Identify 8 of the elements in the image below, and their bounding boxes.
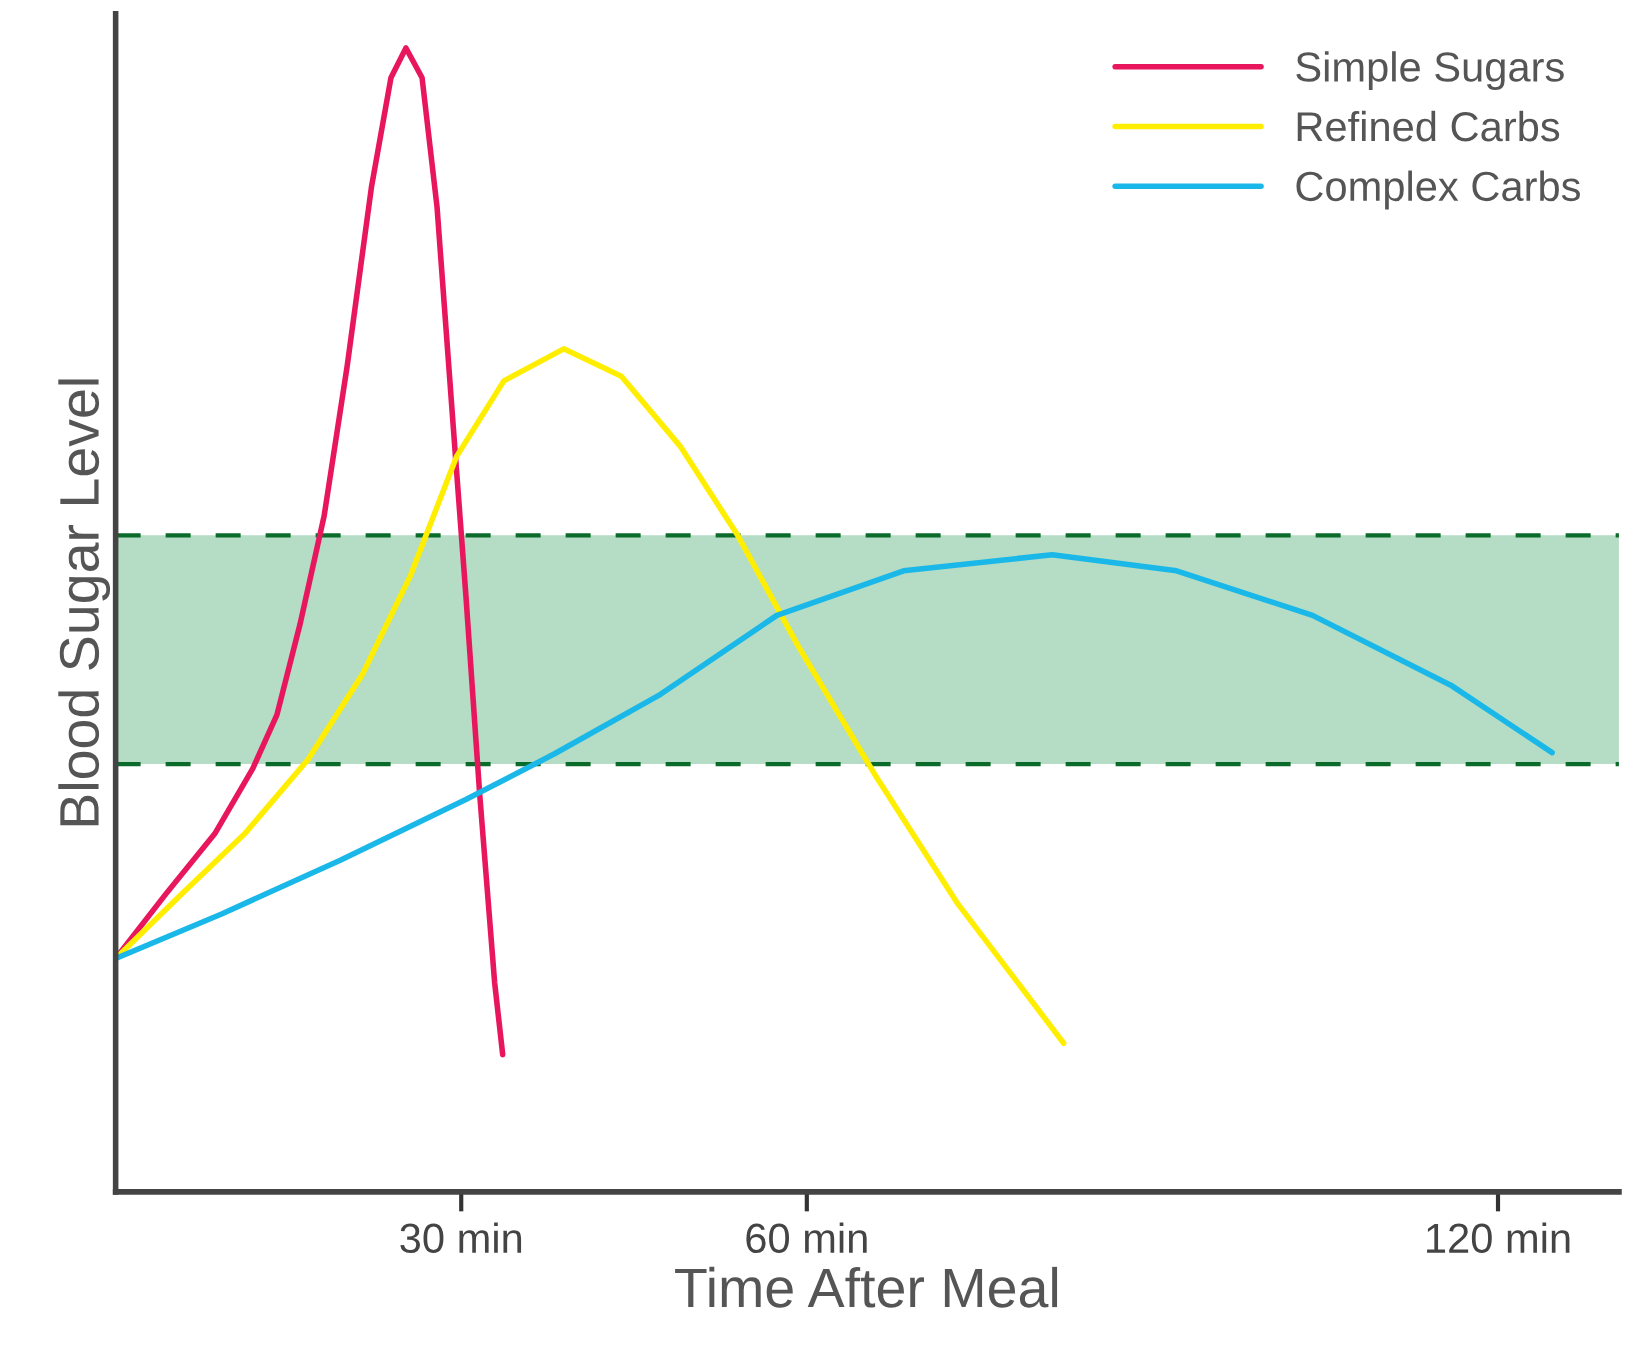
legend-label: Refined Carbs — [1297, 110, 1560, 142]
legend-label: Complex Carbs — [1296, 170, 1580, 210]
legend-label: Simple Sugars — [1296, 51, 1564, 91]
y-axis-title: Blood Sugar Level — [58, 379, 111, 826]
x-tick-label: 60 min — [746, 1222, 867, 1254]
x-tick-label: 30 min — [400, 1222, 522, 1254]
x-tick-label: 120 min — [1427, 1222, 1570, 1254]
x-axis-title: Time After Meal — [675, 1266, 1058, 1308]
